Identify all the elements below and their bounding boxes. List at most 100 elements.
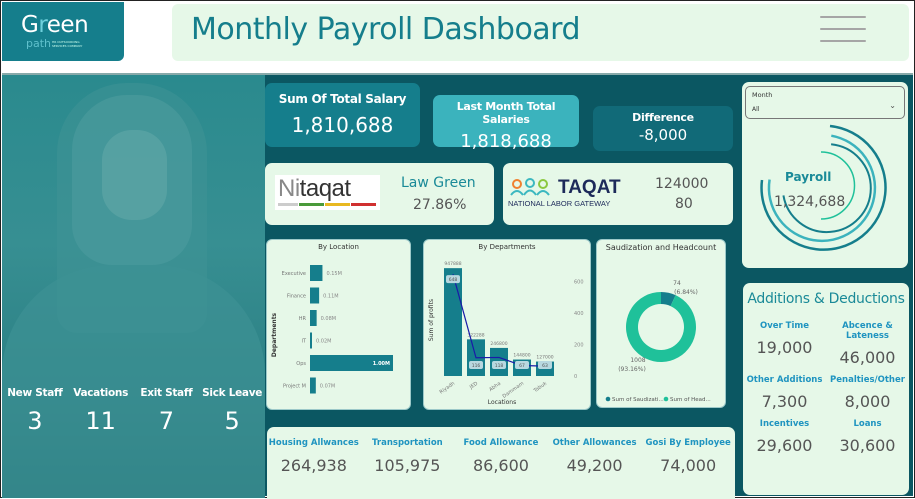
line-label-bg	[515, 361, 529, 369]
data-label: 0.08M	[321, 316, 336, 322]
law-green-label: Law Green	[401, 175, 476, 191]
taqat-card: TAQAT NATIONAL LABOR GATEWAY 124000 80	[503, 163, 733, 225]
bar	[310, 355, 393, 371]
bar	[444, 268, 462, 376]
category-label: Abha	[488, 381, 502, 393]
saudization-donut-chart: 74 (6.84%) 1008 (93.16%) Sum of Saudizati...…	[605, 280, 711, 403]
penalties-other: Penalties/Other 8,000	[830, 375, 905, 411]
chart-title: By Departments	[478, 243, 536, 251]
right-axis-tick: 600	[574, 280, 584, 286]
other-additions: Other Additions 7,300	[746, 375, 823, 411]
month-slicer-label: Month	[752, 91, 773, 99]
stat-sick-leave: Sick Leave 5	[202, 387, 263, 435]
donut-slice	[661, 292, 676, 307]
month-slicer-value: All	[752, 106, 760, 113]
logo-tagline: HR OUTSOURCING SERVICES COMPANY	[52, 40, 83, 48]
bar	[310, 287, 320, 304]
bar	[310, 332, 312, 349]
donut-slice	[626, 292, 696, 362]
staff-stats: New Staff 3 Vacations 11 Exit Staff 7 Sick …	[2, 387, 265, 435]
taqat-value-1: 124000	[655, 176, 709, 192]
right-axis-tick: 0	[574, 374, 577, 380]
payroll-value: 1,324,688	[774, 194, 846, 210]
line-label-bg	[446, 275, 460, 284]
ring-3	[782, 143, 872, 234]
other-allowances: Other Allowances 49,200	[552, 438, 637, 475]
nitaqat-logo: Nitaqat	[275, 175, 380, 210]
additions-deductions-title: Additions & Deductions	[747, 291, 905, 307]
over-time: Over Time 19,000	[756, 321, 813, 357]
data-label: 0.02M	[316, 339, 331, 345]
logo-text: G	[21, 12, 39, 38]
allowances-card: Housing Allwances 264,938 Transportation 1…	[267, 427, 735, 499]
month-slicer[interactable]: Month All ⌄	[745, 86, 905, 119]
headcount-line	[452, 274, 546, 367]
company-logo: Green path HR OUTSOURCING SERVICES COMPA…	[2, 2, 124, 61]
right-axis-tick: 400	[574, 311, 584, 317]
line-value-label: 118	[495, 363, 504, 369]
slice-percent-label: (6.84%)	[674, 289, 698, 296]
category-label: Riyadh	[439, 381, 457, 396]
x-axis-label: Locations	[488, 399, 517, 406]
gosi-by-employee: Gosi By Employee 74,000	[645, 438, 731, 475]
taqat-value-2: 80	[675, 196, 693, 212]
category-label: Ops	[296, 361, 306, 367]
bar-value-label: 127000	[536, 355, 553, 361]
category-label: Finance	[287, 294, 306, 300]
category-label: IT	[301, 339, 306, 345]
slice-value-label: 1008	[630, 357, 645, 364]
loans: Loans 30,600	[839, 419, 896, 455]
y-axis-label: Departments	[271, 312, 278, 357]
category-label: Executive	[282, 271, 306, 277]
category-label: Project M	[283, 384, 306, 390]
payroll-card: Month All ⌄ Payroll 1,324,688	[742, 82, 908, 268]
line-value-label: 67	[519, 363, 525, 369]
legend-marker	[663, 396, 669, 402]
absence-lateness: Abcence & Lateness 46,000	[839, 321, 896, 367]
bar-value-label: 947888	[444, 261, 461, 267]
data-label: 0.07M	[320, 384, 335, 390]
stat-new-staff: New Staff 3	[7, 387, 63, 435]
bar	[310, 310, 317, 326]
people-icon	[510, 178, 550, 196]
line-value-label: 63	[542, 363, 548, 369]
chart-by-location: By Location Departments Executive 0.15M Fin…	[266, 239, 411, 410]
hamburger-menu-icon[interactable]	[820, 16, 866, 44]
kpi-total-salary: Sum Of Total Salary 1,810,688	[265, 83, 420, 147]
dashboard-body: New Staff 3 Vacations 11 Exit Staff 7 Sick …	[2, 73, 913, 499]
law-green-value: 27.86%	[413, 197, 467, 213]
category-label: JED	[468, 381, 479, 391]
logo-sub: path	[26, 37, 52, 50]
line-value-label: 116	[472, 363, 481, 369]
legend-label: Sum of Saudizati...	[612, 397, 664, 403]
chart-title: Saudization and Headcount	[605, 243, 717, 252]
line-label-bg	[538, 361, 552, 369]
kpi-difference: Difference -8,000	[593, 106, 733, 151]
transportation-allowance: Transportation 105,975	[372, 438, 443, 475]
category-label: Dammam	[502, 381, 526, 400]
taqat-logo: TAQAT NATIONAL LABOR GATEWAY	[508, 177, 621, 208]
chart-title: By Location	[318, 243, 359, 251]
kpi-last-month: Last Month Total Salaries 1,818,688	[433, 95, 579, 152]
chevron-down-icon[interactable]: ⌄	[889, 101, 896, 110]
ring-2	[767, 134, 877, 243]
logo-text-rest: een	[46, 12, 89, 38]
ring-1	[760, 124, 887, 251]
logo-text-accent: r	[38, 12, 47, 38]
bar-value-label: 322288	[467, 332, 484, 338]
right-axis-tick: 200	[574, 343, 584, 349]
employee-photo: New Staff 3 Vacations 11 Exit Staff 7 Sick …	[2, 75, 265, 498]
incentives: Incentives 29,600	[756, 419, 813, 455]
payroll-label: Payroll	[785, 170, 832, 184]
bar	[310, 265, 323, 281]
additions-deductions-card: Additions & Deductions Over Time 19,000 A…	[743, 283, 909, 495]
housing-allowance: Housing Allwances 264,938	[268, 438, 359, 475]
header: Monthly Payroll Dashboard	[172, 4, 909, 61]
slice-value-label: 74	[673, 280, 681, 287]
category-label: HR	[299, 316, 307, 322]
bar-value-label: 246800	[490, 341, 507, 347]
page-title: Monthly Payroll Dashboard	[191, 12, 581, 47]
stat-vacations: Vacations 11	[73, 387, 129, 435]
line-label-bg	[492, 361, 506, 369]
data-label: 0.11M	[323, 294, 338, 300]
